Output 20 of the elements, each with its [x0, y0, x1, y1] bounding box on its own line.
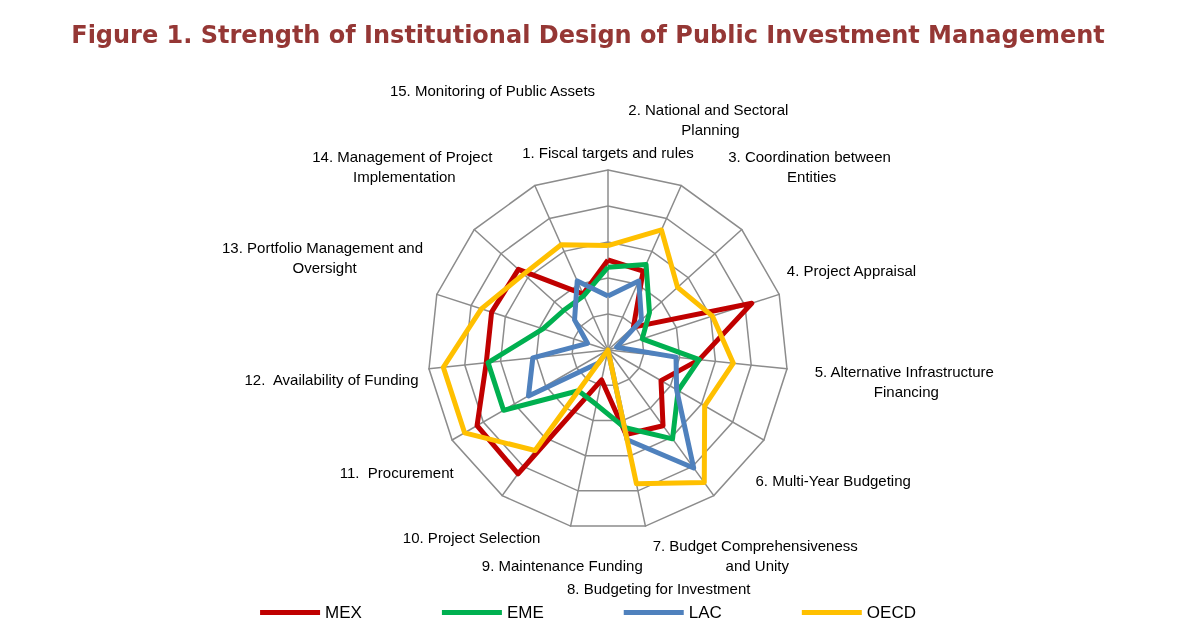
spoke-label: 3. Coordination between Entities [728, 148, 896, 186]
spoke-label: 15. Monitoring of Public Assets [389, 82, 596, 100]
spoke-label: 8. Budgeting for Investment [567, 580, 752, 598]
spoke-label: 7. Budget Comprehensiveness and Unity [652, 536, 862, 574]
spoke-label: 10. Project Selection [402, 529, 541, 547]
spoke-label: 1. Fiscal targets and rules [522, 143, 694, 161]
spoke-label: 13. Portfolio Management and Oversight [222, 239, 428, 277]
chart-title: Figure 1. Strength of Institutional Design of Public Investment Management [71, 21, 1105, 49]
legend-label: LAC [688, 603, 722, 622]
legend-label: EME [506, 603, 544, 622]
spoke-label: 4. Project Appraisal [786, 262, 917, 280]
legend-label: OECD [866, 603, 916, 622]
spoke-label: 5. Alternative Infrastructure Financing [814, 362, 999, 400]
spoke-label: 9. Maintenance Funding [481, 556, 643, 574]
spoke-label: 2. National and Sectoral Planning [628, 101, 793, 139]
spoke-label: 6. Multi-Year Budgeting [755, 471, 911, 489]
spoke-label: 11. Procurement [339, 463, 455, 481]
spoke-label: 12. Availability of Funding [244, 370, 419, 388]
legend-label: MEX [325, 603, 362, 622]
spoke-label: 14. Management of Project Implementation [312, 148, 497, 186]
